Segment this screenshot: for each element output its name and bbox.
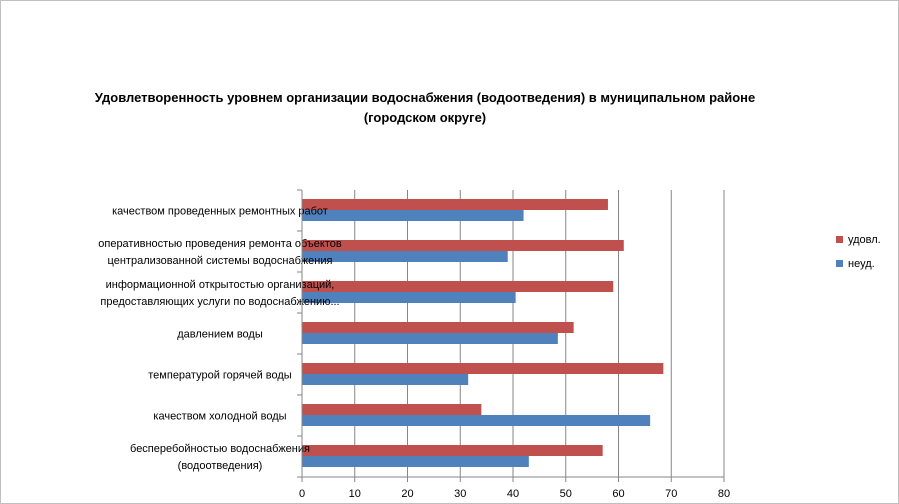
category-label: качеством холодной воды bbox=[153, 411, 286, 423]
legend-marker bbox=[836, 236, 843, 243]
bar-udovl bbox=[302, 281, 614, 292]
bar-neud bbox=[302, 374, 469, 385]
x-tick-label: 70 bbox=[665, 488, 677, 500]
category-label: оперативностью проведения ремонта объект… bbox=[98, 238, 342, 250]
bar-neud bbox=[302, 292, 516, 303]
bar-udovl bbox=[302, 199, 608, 210]
category-label: температурой горячей воды bbox=[148, 370, 292, 382]
x-tick-label: 0 bbox=[299, 488, 305, 500]
bar-udovl bbox=[302, 363, 664, 374]
legend-label: удовл. bbox=[848, 234, 881, 246]
category-label: централизованной системы водоснабжения bbox=[108, 255, 333, 267]
bar-udovl bbox=[302, 240, 624, 251]
bar-udovl bbox=[302, 404, 482, 415]
category-label: давлением воды bbox=[177, 329, 263, 341]
bar-neud bbox=[302, 251, 508, 262]
x-tick-label: 30 bbox=[454, 488, 466, 500]
x-tick-label: 10 bbox=[349, 488, 361, 500]
x-tick-label: 80 bbox=[718, 488, 730, 500]
bar-neud bbox=[302, 333, 558, 344]
x-tick-label: 20 bbox=[401, 488, 413, 500]
legend-label: неуд. bbox=[848, 258, 875, 270]
bar-neud bbox=[302, 415, 651, 426]
chart-title: Удовлетворенность уровнем организации во… bbox=[94, 90, 756, 125]
bar-udovl bbox=[302, 322, 574, 333]
legend-marker bbox=[836, 260, 843, 267]
x-tick-label: 50 bbox=[560, 488, 572, 500]
category-label: предоставляющих услуги по водоснабжению.… bbox=[100, 296, 339, 308]
bar-neud bbox=[302, 210, 524, 221]
category-label: бесперебойностью водоснабжения bbox=[130, 443, 310, 455]
category-label: (водоотведения) bbox=[178, 460, 263, 472]
category-label: качеством проведенных ремонтных работ bbox=[112, 206, 328, 218]
x-tick-label: 40 bbox=[507, 488, 519, 500]
x-tick-label: 60 bbox=[612, 488, 624, 500]
bar-neud bbox=[302, 456, 529, 467]
category-label: информационной открытостью организаций, bbox=[106, 279, 335, 291]
bar-udovl bbox=[302, 445, 603, 456]
